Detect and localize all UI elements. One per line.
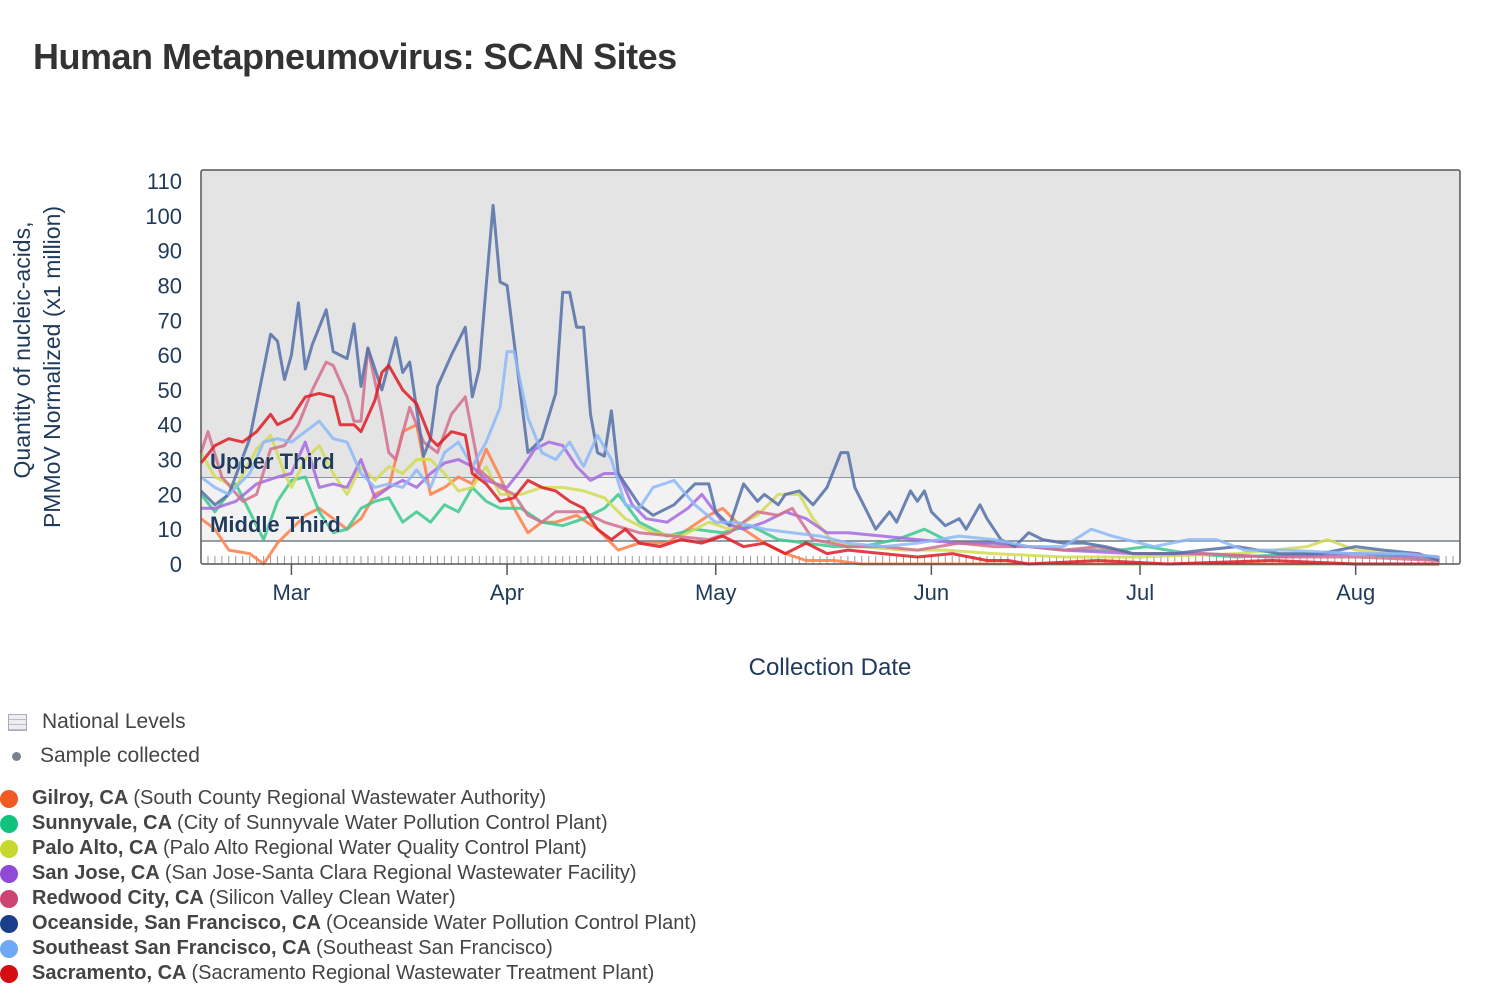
legend-item-site[interactable]: San Jose, CA (San Jose-Santa Clara Region…: [0, 861, 697, 886]
x-tick-label: Jun: [914, 580, 949, 605]
legend-label: National Levels: [42, 710, 186, 733]
y-axis-label-line2: PMMoV Normalized (x1 million): [39, 206, 65, 528]
y-tick-label: 20: [158, 482, 182, 507]
band-upper-third: [201, 170, 1460, 478]
band-label: Upper Third: [210, 449, 335, 474]
series-line-sacramento: [199, 364, 1440, 566]
y-tick-label: 40: [158, 413, 182, 438]
y-tick-label: 90: [158, 239, 182, 264]
site-color-dot-icon: [0, 814, 18, 833]
series-line-redwood-city: [199, 346, 1440, 562]
y-tick-label: 80: [158, 273, 182, 298]
series-line-gilroy: [200, 423, 1440, 566]
site-color-dot-icon: [0, 839, 18, 858]
site-name: Southeast San Francisco, CA: [32, 937, 311, 959]
series-line-southeast-san-francisco: [200, 350, 1440, 559]
site-facility: (Silicon Valley Clean Water): [208, 887, 456, 909]
site-name: Redwood City, CA: [32, 887, 204, 909]
site-facility: (City of Sunnyvale Water Pollution Contr…: [177, 812, 608, 834]
site-facility: (Sacramento Regional Wastewater Treatmen…: [191, 962, 655, 984]
y-tick-label: 60: [158, 343, 182, 368]
chart-title: Human Metapneumovirus: SCAN Sites: [33, 36, 677, 77]
site-facility: (Palo Alto Regional Water Quality Contro…: [162, 837, 587, 859]
band-label: Middle Third: [210, 512, 341, 537]
site-facility: (Oceanside Water Pollution Control Plant…: [326, 912, 697, 934]
site-name: Palo Alto, CA: [32, 837, 158, 859]
legend-item-site[interactable]: Gilroy, CA (South County Regional Wastewa…: [0, 786, 697, 811]
y-tick-label: 30: [158, 448, 182, 473]
y-axis-label-line1: Quantity of nucleic-acids,: [9, 222, 35, 479]
site-name: Sacramento, CA: [32, 962, 187, 984]
x-tick-label: May: [695, 580, 737, 605]
site-color-dot-icon: [0, 939, 18, 958]
legend-item-site[interactable]: Sacramento, CA (Sacramento Regional Waste…: [0, 961, 697, 986]
sample-dot-icon: [12, 751, 21, 761]
legend-item-site[interactable]: Southeast San Francisco, CA (Southeast Sa…: [0, 936, 697, 961]
series-line-palo-alto: [199, 433, 1440, 559]
x-tick-label: Mar: [272, 580, 310, 605]
plot-frame: [200, 169, 1461, 565]
series-line-san-jose: [201, 440, 1440, 559]
site-name: Sunnyvale, CA: [32, 812, 173, 834]
y-tick-label: 70: [158, 308, 182, 333]
site-name: San Jose, CA: [32, 862, 160, 884]
legend-item-site[interactable]: Oceanside, San Francisco, CA (Oceanside W…: [0, 911, 697, 936]
site-color-dot-icon: [0, 889, 18, 908]
y-tick-label: 50: [158, 378, 182, 403]
band-middle-third: [201, 477, 1460, 542]
site-color-dot-icon: [0, 914, 18, 933]
legend-sample-collected[interactable]: Sample collected: [12, 744, 200, 768]
site-color-dot-icon: [0, 789, 18, 808]
x-tick-label: Jul: [1126, 580, 1154, 605]
legend-item-site[interactable]: Palo Alto, CA (Palo Alto Regional Water Q…: [0, 836, 697, 861]
y-tick-label: 100: [145, 204, 182, 229]
site-facility: (San Jose-Santa Clara Regional Wastewate…: [164, 862, 637, 884]
line-chart: 0 10 20 30 40 50 60 70 80 90 100 110 Mar Apr May Jun Jul…: [9, 169, 1461, 681]
legend-item-site[interactable]: Redwood City, CA (Silicon Valley Clean Wa…: [0, 886, 697, 911]
series-line-oceanside: [199, 203, 1440, 562]
site-facility: (South County Regional Wastewater Author…: [133, 787, 547, 809]
legend-label: Sample collected: [40, 744, 200, 767]
site-legend-list: Gilroy, CA (South County Regional Wastewa…: [0, 786, 697, 986]
x-tick-label: Apr: [490, 580, 524, 605]
legend-item-site[interactable]: Sunnyvale, CA (City of Sunnyvale Water Po…: [0, 811, 697, 836]
site-color-dot-icon: [0, 864, 18, 883]
x-axis-label: Collection Date: [749, 654, 912, 681]
y-tick-label: 10: [158, 517, 182, 542]
y-tick-label: 110: [147, 169, 182, 194]
site-name: Gilroy, CA: [32, 787, 129, 809]
site-facility: (Southeast San Francisco): [315, 937, 553, 959]
national-levels-swatch-icon: [8, 713, 27, 731]
legend-national-levels[interactable]: National Levels: [8, 710, 186, 734]
site-color-dot-icon: [0, 964, 18, 983]
y-tick-label: 0: [170, 552, 182, 577]
x-tick-label: Aug: [1336, 580, 1375, 605]
site-name: Oceanside, San Francisco, CA: [32, 912, 321, 934]
